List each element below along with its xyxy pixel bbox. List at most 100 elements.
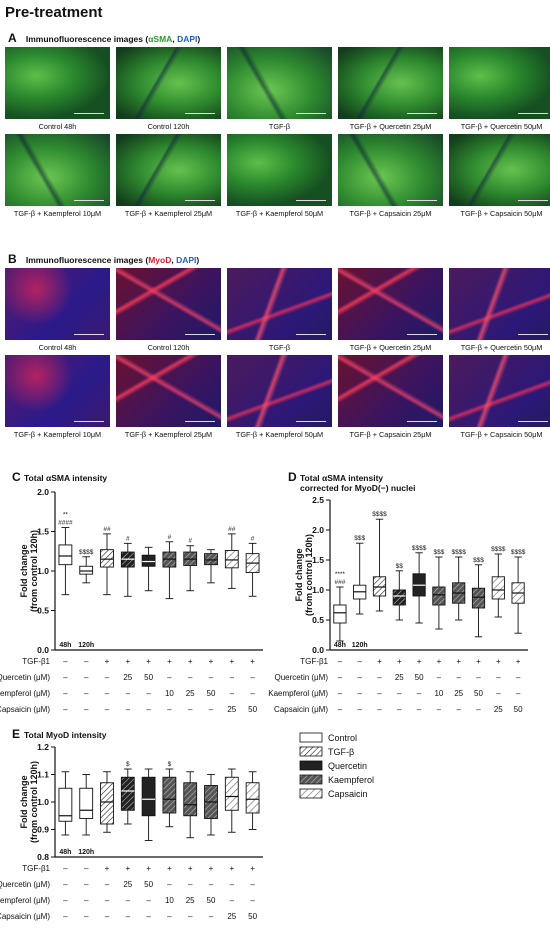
scale-bar xyxy=(518,113,548,114)
treatment-value: + xyxy=(377,657,382,666)
treatment-value: – xyxy=(516,689,521,698)
treatment-value: – xyxy=(516,673,521,682)
treatment-value: + xyxy=(125,657,130,666)
panel-a-dapi: DAPI xyxy=(177,34,198,44)
micrograph-tile: TGF-β + Kaempferol 25μM xyxy=(116,355,221,442)
treatment-value: – xyxy=(338,673,343,682)
treatment-row-label: Quercetin (μM) xyxy=(0,673,50,682)
y-axis-label: Fold change xyxy=(294,548,304,601)
scale-bar xyxy=(296,334,326,335)
micrograph-image xyxy=(116,134,221,206)
y-tick-label: 1.0 xyxy=(312,585,324,595)
micrograph-image xyxy=(449,355,550,427)
treatment-row-label: TGF-β1 xyxy=(22,657,50,666)
panel-b-header: B Immunofluorescence images (MyoD, DAPI) xyxy=(8,250,199,268)
treatment-value: – xyxy=(63,864,68,873)
y-tick-label: 0.0 xyxy=(312,645,324,655)
treatment-value: – xyxy=(209,705,214,714)
box-6 xyxy=(183,771,198,839)
chart-subtitle: corrected for MyoD(−) nuclei xyxy=(300,483,415,493)
micrograph-image xyxy=(449,47,550,119)
significance-annotation: $$$$ xyxy=(511,549,526,556)
box-body xyxy=(100,549,114,568)
micrograph-tile: TGF-β + Capsaicin 50μM xyxy=(449,355,550,442)
treatment-value: – xyxy=(377,689,382,698)
y-tick-label: 2.0 xyxy=(312,525,324,535)
treatment-value: – xyxy=(105,705,110,714)
treatment-value: – xyxy=(209,912,214,921)
box-label: 48h xyxy=(59,642,71,649)
chart-title: Total MyoD intensity xyxy=(24,730,107,740)
box-body xyxy=(224,776,239,811)
treatment-value: – xyxy=(357,705,362,714)
treatment-value: – xyxy=(357,689,362,698)
treatment-value: 10 xyxy=(165,689,174,698)
treatment-value: – xyxy=(126,689,131,698)
treatment-value: + xyxy=(437,657,442,666)
micrograph-tile: TGF-β + Capsaicin 25μM xyxy=(338,134,443,221)
legend-swatch xyxy=(299,760,323,771)
significance-annotation: # xyxy=(188,538,192,545)
box-3: $ xyxy=(120,761,135,825)
treatment-value: – xyxy=(126,896,131,905)
micrograph-tile: TGF-β xyxy=(227,268,332,355)
scale-bar xyxy=(518,421,548,422)
panel-letter: E xyxy=(12,727,20,741)
micrograph-image xyxy=(227,355,332,427)
y-tick-label: 2.0 xyxy=(37,487,49,497)
scale-bar xyxy=(185,334,215,335)
scale-bar xyxy=(407,334,437,335)
treatment-value: 50 xyxy=(207,689,216,698)
box-7 xyxy=(204,774,218,836)
treatment-value: – xyxy=(84,657,89,666)
micrograph-caption: Control 48h xyxy=(38,343,77,352)
box-4 xyxy=(141,546,156,592)
treatment-value: – xyxy=(105,912,110,921)
box-body xyxy=(392,589,406,606)
significance-annotation: #### xyxy=(58,520,73,527)
treatment-value: 50 xyxy=(415,673,424,682)
micrograph-caption: TGF-β + Kaempferol 50μM xyxy=(235,430,324,439)
treatment-value: 25 xyxy=(123,673,132,682)
treatment-value: + xyxy=(250,657,255,666)
charts-area: C Total αSMA intensity0.00.51.01.52.0Fold… xyxy=(0,470,528,921)
significance-annotation: $$$$ xyxy=(372,511,387,518)
treatment-value: – xyxy=(167,673,172,682)
box-body xyxy=(79,787,94,819)
legend-label: Control xyxy=(328,733,357,743)
micrograph-image xyxy=(116,268,221,340)
micrograph-image xyxy=(5,134,110,206)
micrograph-image xyxy=(227,47,332,119)
scale-bar xyxy=(296,421,326,422)
treatment-value: + xyxy=(229,657,234,666)
y-axis-label-unit: (from control 120h) xyxy=(29,761,39,843)
micrograph-image xyxy=(116,47,221,119)
treatment-value: 25 xyxy=(454,689,463,698)
box-2: ## xyxy=(100,526,114,596)
panel-b-heading: Immunofluorescence images (MyoD, DAPI) xyxy=(21,255,199,265)
micrograph-tile: TGF-β + Kaempferol 25μM xyxy=(116,134,221,221)
panel-a-heading: Immunofluorescence images (αSMA, DAPI) xyxy=(21,34,200,44)
box-1: $$$ 120h xyxy=(352,535,368,649)
panel-a-header: A Immunofluorescence images (αSMA, DAPI) xyxy=(8,29,200,47)
treatment-value: – xyxy=(209,673,214,682)
micrograph-tile: TGF-β + Kaempferol 10μM xyxy=(5,355,110,442)
scale-bar xyxy=(407,421,437,422)
micrograph-tile: Control 120h xyxy=(116,268,221,355)
y-axis-label-unit: (from control 120h) xyxy=(304,534,314,616)
scale-bar xyxy=(185,113,215,114)
box-body xyxy=(100,782,114,825)
box-body xyxy=(141,776,156,817)
micrograph-image xyxy=(5,355,110,427)
y-tick-label: 0.5 xyxy=(37,606,49,616)
panel-a-head-suffix: ) xyxy=(197,34,201,44)
micrograph-tile: Control 48h xyxy=(5,47,110,134)
treatment-value: – xyxy=(417,705,422,714)
micrograph-tile: Control 48h xyxy=(5,268,110,355)
micrograph-image xyxy=(338,268,443,340)
treatment-value: – xyxy=(338,689,343,698)
treatment-value: – xyxy=(84,705,89,714)
micrograph-tile: TGF-β + Quercetin 25μM xyxy=(338,47,443,134)
treatment-value: + xyxy=(146,657,151,666)
treatment-value: + xyxy=(417,657,422,666)
